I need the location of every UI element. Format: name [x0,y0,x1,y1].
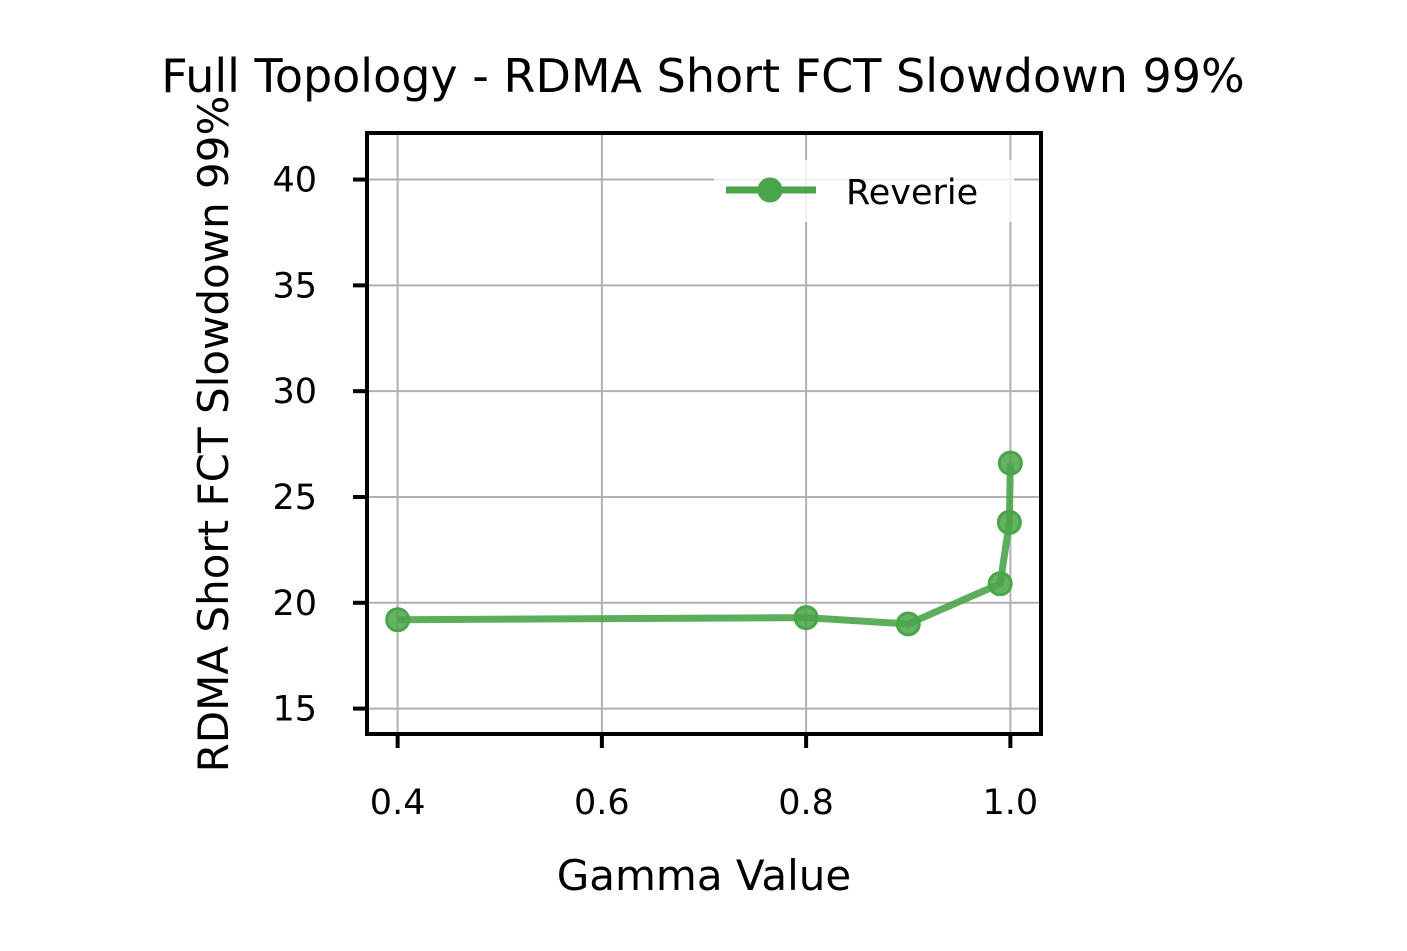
legend-label-reverie: Reverie [846,173,978,213]
data-point [895,611,921,637]
axis-ticks: 0.4 0.6 0.8 1.0 15 20 25 30 35 40 [272,161,1038,823]
y-tick-label: 25 [272,478,317,518]
y-tick-label: 40 [272,161,317,201]
x-tick-label: 0.6 [574,783,630,823]
data-point [793,605,819,631]
plot-frame [365,131,1043,736]
y-tick-label: 20 [272,584,317,624]
x-tick-label: 0.8 [778,783,834,823]
x-tick-label: 1.0 [983,783,1039,823]
chart-title: Full Topology - RDMA Short FCT Slowdown … [161,49,1245,103]
plot-area [385,450,1023,637]
y-tick-label: 15 [272,690,317,730]
y-tick-label: 35 [272,266,317,306]
data-point [997,450,1023,476]
grid [367,133,1041,734]
series-line-reverie [397,463,1014,628]
data-point [385,607,411,633]
data-point [987,571,1013,597]
x-axis-label: Gamma Value [557,851,852,900]
data-point [996,509,1022,535]
x-tick-label: 0.4 [370,783,426,823]
y-axis-label: RDMA Short FCT Slowdown 99% [189,96,238,773]
y-tick-label: 30 [272,372,317,412]
legend: Reverie [714,160,1014,222]
legend-marker-reverie [757,177,783,203]
